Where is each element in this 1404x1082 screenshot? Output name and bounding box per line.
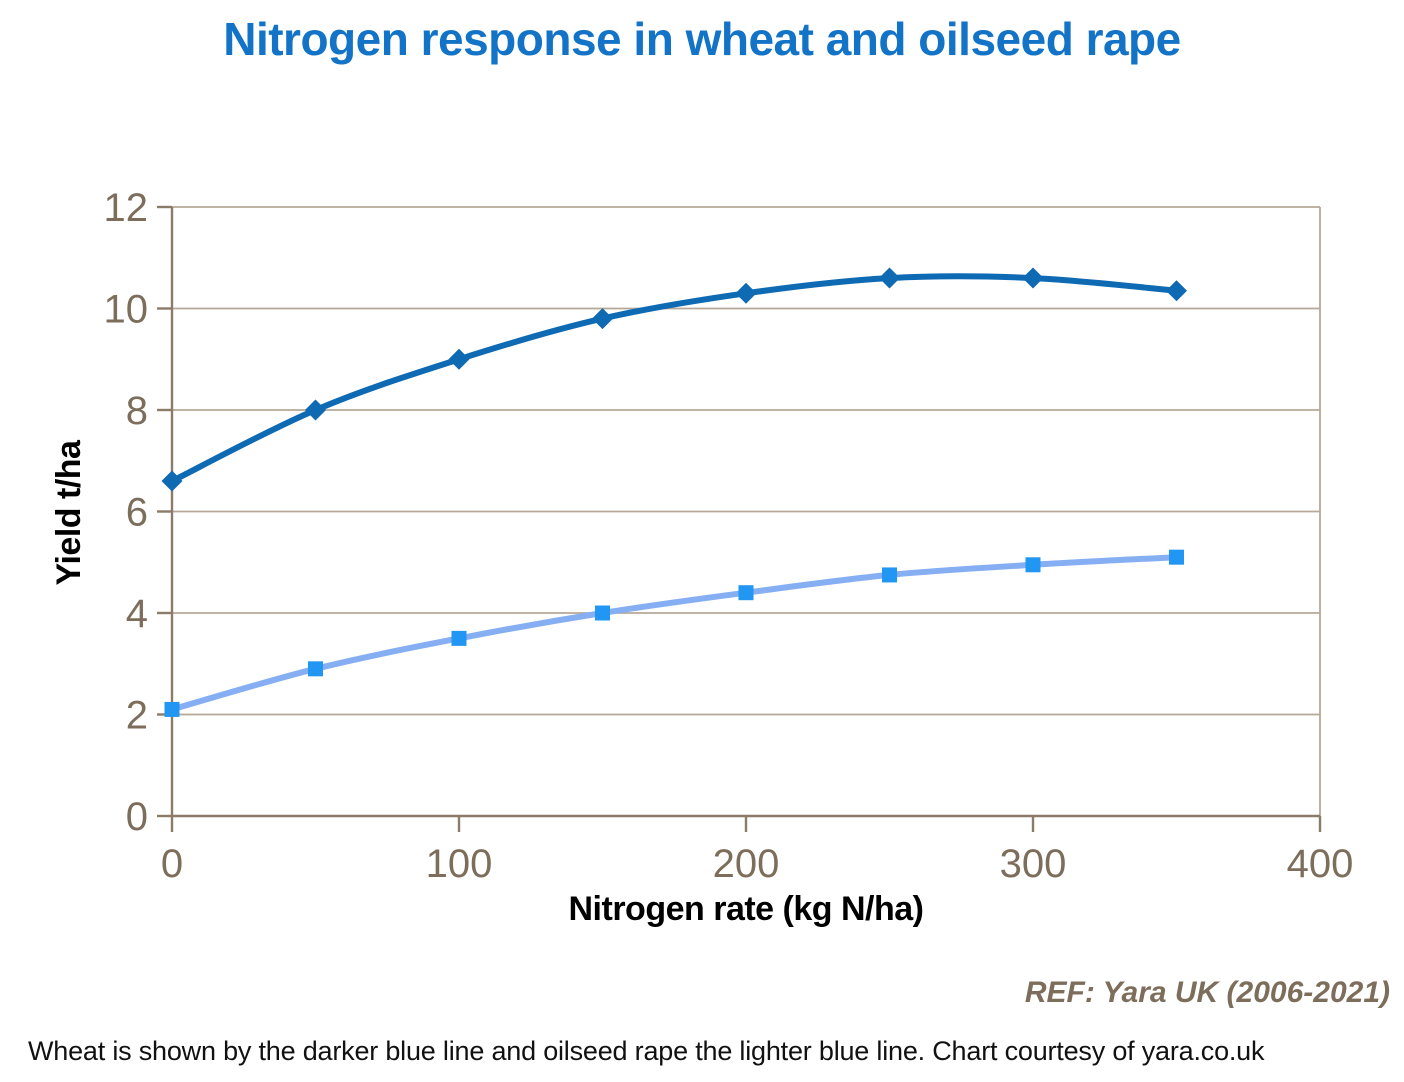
y-tick-label-4: 4 [126, 592, 148, 636]
oilseed-rape-marker-0 [164, 701, 180, 717]
y-tick-label-12: 12 [104, 186, 149, 230]
oilseed-rape-line [169, 554, 1180, 713]
x-tick-label-400: 400 [1287, 842, 1354, 886]
y-tick-label-10: 10 [104, 288, 149, 332]
wheat-marker-0 [161, 470, 183, 492]
axes [157, 205, 1322, 832]
wheat-marker-300 [1022, 267, 1044, 289]
y-tick-label-8: 8 [126, 389, 148, 433]
oilseed-rape-marker-300 [1025, 557, 1041, 573]
oilseed-rape-marker-200 [738, 585, 754, 601]
oilseed-rape-marker-150 [595, 605, 610, 621]
x-axis-title: Nitrogen rate (kg N/ha) [569, 890, 924, 928]
wheat-marker-350 [1166, 280, 1187, 302]
oilseed-rape-marker-250 [882, 567, 897, 583]
wheat-marker-50 [305, 399, 326, 421]
wheat-marker-100 [448, 348, 470, 370]
x-tick-label-300: 300 [1000, 842, 1067, 886]
tick-labels: 0 2 4 6 8 10 12 0 100 200 300 400 [104, 186, 1354, 886]
oilseed-rape-marker-50 [308, 661, 323, 677]
reference-note: REF: Yara UK (2006-2021) [1024, 976, 1390, 1009]
wheat-marker-200 [735, 282, 757, 304]
chart-title: Nitrogen response in wheat and oilseed r… [223, 13, 1181, 65]
y-axis-title: Yield t/ha [50, 439, 88, 585]
oilseed-rape-marker-100 [451, 630, 467, 646]
x-tick-label-0: 0 [161, 842, 183, 886]
caption: Wheat is shown by the darker blue line a… [28, 1036, 1265, 1066]
x-tick-label-100: 100 [426, 842, 493, 886]
wheat-marker-150 [592, 308, 613, 330]
y-tick-label-0: 0 [126, 795, 148, 839]
data-series [161, 267, 1187, 717]
y-tick-label-2: 2 [126, 694, 148, 738]
wheat-line [169, 273, 1180, 485]
oilseed-rape-marker-350 [1169, 549, 1184, 565]
y-tick-label-6: 6 [126, 491, 148, 535]
x-tick-label-200: 200 [713, 842, 780, 886]
wheat-marker-250 [879, 267, 900, 289]
